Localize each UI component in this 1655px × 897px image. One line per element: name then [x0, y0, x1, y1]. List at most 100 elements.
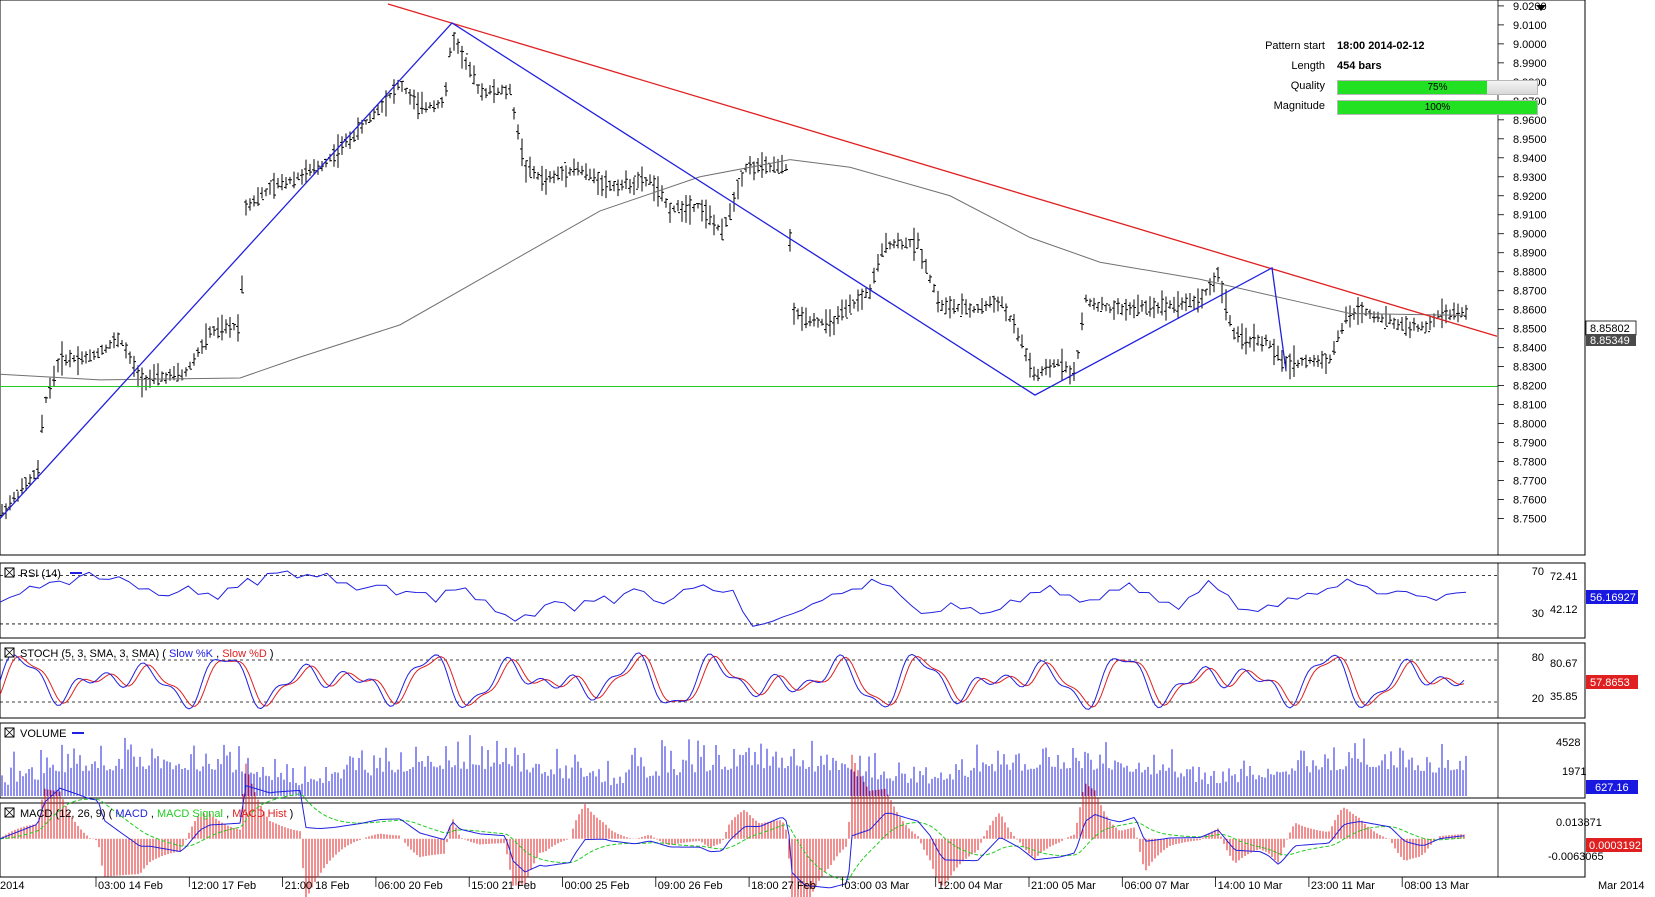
- time-tick-label: 03:00 14 Feb: [98, 880, 163, 892]
- price-panel: 9.02009.01009.00008.99008.98008.97008.96…: [0, 0, 1637, 556]
- price-tick-label: 8.8300: [1513, 362, 1547, 374]
- time-tick-label: 21:00 05 Mar: [1031, 880, 1096, 892]
- stoch-tick-high: 80.67: [1550, 658, 1578, 670]
- resistance-line: [387, 3, 1498, 337]
- macd-line: [0, 785, 1465, 889]
- magnitude-bar: 100%: [1337, 100, 1538, 115]
- stoch-current-value: 57.8653: [1590, 677, 1630, 689]
- stoch-title: STOCH (5, 3, SMA, 3, SMA): [20, 648, 159, 660]
- price-tick-label: 8.7800: [1513, 457, 1547, 469]
- time-tick-label: 14:00 10 Mar: [1218, 880, 1283, 892]
- price-bars: [0, 32, 1468, 520]
- quality-row: Quality 75%: [1255, 80, 1555, 100]
- pattern-start-value: 18:00 2014-02-12: [1337, 40, 1425, 52]
- magnitude-row: Magnitude 100%: [1255, 100, 1555, 120]
- current-price-label-2: 8.85349: [1590, 335, 1630, 347]
- stoch-d-line: [0, 654, 1465, 708]
- rsi-tick-low: 42.12: [1550, 604, 1578, 616]
- time-tick-label: 2014: [0, 880, 24, 892]
- stoch-close-x-icon: [4, 647, 15, 658]
- stoch-d-name: Slow %D: [222, 648, 267, 660]
- price-axis: 9.02009.01009.00008.99008.98008.97008.96…: [1497, 0, 1547, 555]
- price-tick-label: 8.7700: [1513, 476, 1547, 488]
- price-tick-label: 8.9100: [1513, 210, 1547, 222]
- rsi-close-x-icon: [4, 567, 15, 578]
- macd-series-name: MACD: [115, 808, 147, 820]
- length-label: Length: [1291, 60, 1325, 72]
- time-tick-label: 21:00 18 Feb: [285, 880, 350, 892]
- time-tick-label: 00:00 25 Feb: [565, 880, 630, 892]
- length-value: 454 bars: [1337, 60, 1382, 72]
- price-panel-frame: [0, 0, 1586, 556]
- volume-value-box: [1586, 780, 1638, 794]
- price-tick-label: 9.0000: [1513, 39, 1547, 51]
- volume-current-value: 627.16: [1595, 782, 1629, 794]
- time-tick-label: 06:00 20 Feb: [378, 880, 443, 892]
- macd-panel: MACD (12, 26, 9) ( MACD , MACD Signal , …: [0, 754, 1642, 897]
- volume-close-x-icon: [4, 727, 15, 738]
- stoch-tick-low: 35.85: [1550, 691, 1578, 703]
- stoch-k-name: Slow %K: [169, 648, 214, 660]
- volume-panel: VOLUME 4528 1971 627.16: [0, 722, 1638, 799]
- price-tick-label: 8.8800: [1513, 267, 1547, 279]
- macd-current-value: 0.0003192: [1589, 840, 1641, 852]
- price-tick-label: 8.8000: [1513, 419, 1547, 431]
- moving-average-line: [0, 159, 1466, 381]
- time-tick-label: 09:00 26 Feb: [658, 880, 723, 892]
- quality-label: Quality: [1290, 80, 1325, 92]
- stoch-value-box: [1586, 675, 1638, 689]
- time-tick-label: 06:00 07 Mar: [1124, 880, 1189, 892]
- time-axis: 2014 03:00 14 Feb 12:00 17 Feb 21:00 18 Feb…: [0, 877, 1644, 892]
- rsi-panel: RSI (14) 72.41 42.12 70 30 56.16927: [0, 562, 1638, 639]
- rsi-panel-frame: [0, 562, 1586, 639]
- stoch-title-line: STOCH (5, 3, SMA, 3, SMA) ( Slow %K , Sl…: [20, 648, 274, 660]
- length-row: Length 454 bars: [1255, 60, 1555, 80]
- time-tick-label: 12:00 04 Mar: [938, 880, 1003, 892]
- stoch-panel-frame: [0, 642, 1586, 719]
- macd-title: MACD (12, 26, 9): [20, 808, 106, 820]
- macd-hist-name: MACD Hist: [232, 808, 286, 820]
- price-tick-label: 8.7900: [1513, 438, 1547, 450]
- price-tick-label: 8.8600: [1513, 305, 1547, 317]
- price-tick-label: 8.9000: [1513, 229, 1547, 241]
- rsi-title: RSI (14): [20, 568, 61, 580]
- time-tick-label: 08:00 13 Mar: [1404, 880, 1469, 892]
- stoch-panel: STOCH (5, 3, SMA, 3, SMA) ( Slow %K , Sl…: [0, 642, 1638, 719]
- price-tick-label: 8.8400: [1513, 343, 1547, 355]
- price-tick-label: 8.8100: [1513, 400, 1547, 412]
- rsi-tick-high: 72.41: [1550, 571, 1578, 583]
- price-tick-label: 9.0100: [1513, 20, 1547, 32]
- price-tick-label: 8.7500: [1513, 514, 1547, 526]
- current-price-tag: 8.85802 8.85349: [1585, 320, 1637, 347]
- current-price-label: 8.85802: [1590, 323, 1630, 335]
- price-tick-label: 9.0200: [1513, 1, 1547, 13]
- time-tick-label: 15:00 21 Feb: [471, 880, 536, 892]
- price-tick-label: 8.9600: [1513, 115, 1547, 127]
- price-tick-label: 8.9500: [1513, 134, 1547, 146]
- price-tick-label: 8.9200: [1513, 191, 1547, 203]
- time-tick-label: 12:00 17 Feb: [191, 880, 256, 892]
- rsi-value-box: [1586, 590, 1638, 604]
- price-tick-label: 8.8200: [1513, 381, 1547, 393]
- volume-panel-frame: [0, 722, 1586, 799]
- stoch-level-80-label: 80: [1532, 652, 1544, 664]
- macd-tick-low: -0.0063065: [1548, 851, 1604, 863]
- macd-tick-high: 0.013871: [1556, 817, 1602, 829]
- price-tick-label: 8.9300: [1513, 172, 1547, 184]
- time-tick-label: 03:00 03 Mar: [844, 880, 909, 892]
- scroll-marker-icon[interactable]: [1536, 5, 1546, 11]
- volume-tick-low: 1971: [1562, 766, 1586, 778]
- quality-bar: 75%: [1337, 80, 1538, 95]
- macd-value-box: [1586, 838, 1642, 852]
- time-tick-label: 23:00 11 Mar: [1311, 880, 1375, 892]
- stoch-level-20-label: 20: [1532, 693, 1544, 705]
- rsi-level-30-label: 30: [1532, 608, 1544, 620]
- price-tick-label: 8.8500: [1513, 324, 1547, 336]
- price-tick-label: 8.8700: [1513, 286, 1547, 298]
- pattern-start-row: Pattern start 18:00 2014-02-12: [1255, 40, 1555, 60]
- quality-bar-text: 75%: [1427, 82, 1448, 93]
- price-tick-label: 8.9900: [1513, 58, 1547, 70]
- time-tick-label: Mar 2014: [1598, 880, 1644, 892]
- volume-tick-high: 4528: [1556, 737, 1580, 749]
